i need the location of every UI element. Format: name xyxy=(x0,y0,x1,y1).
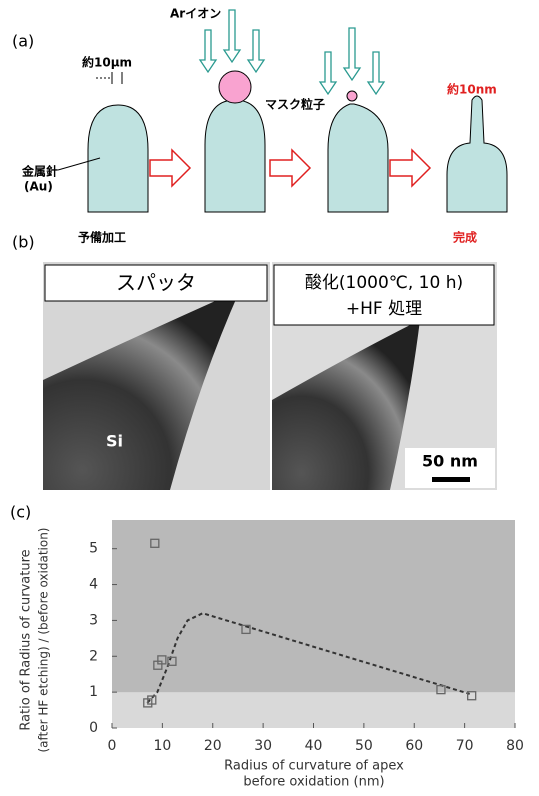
mask-particle xyxy=(219,71,251,103)
caption: +HF 処理 xyxy=(346,299,422,319)
step-label: 完成 xyxy=(453,230,477,245)
x-tick-label: 60 xyxy=(405,738,423,754)
caption: スパッタ xyxy=(116,271,196,295)
needle xyxy=(328,104,388,212)
ion-arrow xyxy=(224,10,240,62)
y-axis-label: (after HF etching) / (before oxidation) xyxy=(37,528,51,753)
needle-label: 金属針 xyxy=(21,164,58,179)
scale-bar xyxy=(432,477,470,482)
y-tick-label: 2 xyxy=(89,648,98,664)
x-tick-label: 20 xyxy=(204,738,222,754)
step-label: 予備加工 xyxy=(78,230,126,245)
step-arrow xyxy=(150,150,190,186)
ion-arrow xyxy=(248,30,264,72)
needle xyxy=(447,96,507,212)
needle xyxy=(205,100,265,212)
y-tick-label: 1 xyxy=(89,684,98,700)
material-label: Si xyxy=(106,432,123,451)
y-tick-label: 5 xyxy=(89,541,98,557)
x-axis-label: before oxidation (nm) xyxy=(243,775,384,790)
panel-label: (c) xyxy=(10,503,31,522)
mask-particle xyxy=(347,91,357,101)
ion-arrow xyxy=(344,28,360,80)
step-arrow xyxy=(270,150,310,186)
scale-label: 50 nm xyxy=(422,452,478,471)
size-label: 約10μm xyxy=(82,55,132,70)
y-tick-label: 0 xyxy=(89,720,98,736)
x-axis-label: Radius of curvature of apex xyxy=(224,759,404,774)
panel-label: (b) xyxy=(12,233,35,252)
ion-label: Arイオン xyxy=(170,7,221,21)
step-arrow xyxy=(390,150,430,186)
x-tick-label: 40 xyxy=(305,738,323,754)
reference-band xyxy=(112,692,515,728)
mask-label: マスク粒子 xyxy=(265,97,325,112)
y-axis-label: Ratio of Radius of curvature xyxy=(19,549,34,730)
ion-arrow xyxy=(368,52,384,94)
ion-arrow xyxy=(200,30,216,72)
ion-arrow xyxy=(320,52,336,94)
caption: 酸化(1000℃, 10 h) xyxy=(305,273,463,293)
x-tick-label: 0 xyxy=(108,738,117,754)
y-tick-label: 3 xyxy=(89,612,98,628)
panel-label: (a) xyxy=(12,32,34,51)
x-tick-label: 80 xyxy=(506,738,524,754)
x-tick-label: 50 xyxy=(355,738,373,754)
size-label: 約10nm xyxy=(447,82,497,97)
x-tick-label: 70 xyxy=(456,738,474,754)
figure: (a) Arイオン 約10μm マスク粒子 約10nm 金属針 (Au) 予備加… xyxy=(0,0,539,792)
x-tick-label: 30 xyxy=(254,738,272,754)
y-tick-label: 4 xyxy=(89,577,98,593)
needle-label: (Au) xyxy=(24,180,53,194)
x-tick-label: 10 xyxy=(153,738,171,754)
